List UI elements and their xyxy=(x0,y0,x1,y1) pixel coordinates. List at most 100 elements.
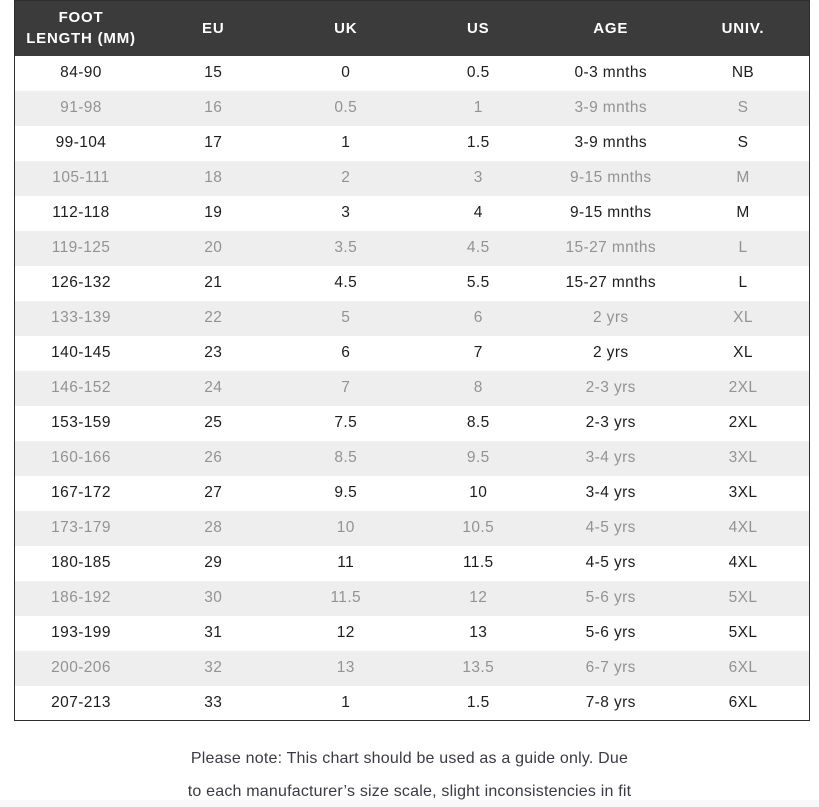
table-cell: 11.5 xyxy=(330,589,362,606)
table-cell: 4XL xyxy=(728,554,758,571)
shoe-size-chart-table: FOOT LENGTH (MM) EU UK US AGE UNIV. 84-90 15 0 0… xyxy=(14,0,810,721)
table-cell: 6 xyxy=(341,344,351,361)
table-cell: 13 xyxy=(469,624,488,641)
table-cell: 28 xyxy=(204,519,223,536)
table-cell: 9.5 xyxy=(334,484,358,501)
table-cell: 19 xyxy=(204,204,223,221)
column-header: UNIV. xyxy=(721,19,765,37)
table-cell: 6-7 yrs xyxy=(585,659,636,676)
table-cell: 10.5 xyxy=(462,519,495,536)
table-row: 140-145 23 6 7 2 yrs XL xyxy=(14,335,810,371)
table-row: 84-90 15 0 0.5 0-3 mnths NB xyxy=(14,55,810,91)
table-cell: 2-3 yrs xyxy=(585,379,636,396)
table-cell: 12 xyxy=(469,589,488,606)
table-cell: S xyxy=(737,99,749,116)
table-cell: 13 xyxy=(336,659,355,676)
disclaimer-note: Please note: This chart should be used a… xyxy=(0,742,819,807)
table-cell: 193-199 xyxy=(51,624,111,641)
table-row: 112-118 19 3 4 9-15 mnths M xyxy=(14,195,810,231)
table-cell: 5-6 yrs xyxy=(585,589,636,606)
table-row: 186-192 30 11.5 12 5-6 yrs 5XL xyxy=(14,580,810,616)
disclaimer-line-2: to each manufacturer’s size scale, sligh… xyxy=(187,783,632,800)
table-cell: 4 xyxy=(473,204,483,221)
table-cell: 3-4 yrs xyxy=(585,449,636,466)
table-cell: 2 yrs xyxy=(592,309,629,326)
column-header: EU xyxy=(202,19,225,37)
table-cell: 16 xyxy=(204,99,223,116)
table-cell: 6XL xyxy=(728,693,758,711)
table-cell: 18 xyxy=(204,169,223,186)
table-cell: 1 xyxy=(473,99,483,116)
table-cell: 5 xyxy=(341,309,351,326)
table-cell: 146-152 xyxy=(51,379,111,396)
table-cell: 3XL xyxy=(728,484,758,501)
table-cell: 112-118 xyxy=(52,204,110,221)
table-cell: 160-166 xyxy=(51,449,111,466)
table-row: 133-139 22 5 6 2 yrs XL xyxy=(14,300,810,336)
table-body: 84-90 15 0 0.5 0-3 mnths NB 91-98 16 0.5 1 3-9 mnt… xyxy=(14,55,810,721)
table-cell: 7-8 yrs xyxy=(585,693,636,711)
column-header: US xyxy=(467,19,490,37)
table-cell: 17 xyxy=(204,134,223,151)
table-cell: 180-185 xyxy=(51,554,111,571)
table-cell: NB xyxy=(731,64,755,81)
table-row: 207-213 33 1 1.5 7-8 yrs 6XL xyxy=(14,685,810,721)
table-cell: 91-98 xyxy=(60,99,102,116)
table-cell: 2 yrs xyxy=(592,344,629,361)
table-row: 126-132 21 4.5 5.5 15-27 mnths L xyxy=(14,265,810,301)
table-cell: 173-179 xyxy=(51,519,111,536)
table-cell: 21 xyxy=(204,274,223,291)
table-cell: 1.5 xyxy=(466,693,490,711)
table-cell: 4-5 yrs xyxy=(585,519,636,536)
table-cell: 8.5 xyxy=(334,449,358,466)
table-cell: 2-3 yrs xyxy=(585,414,636,431)
table-cell: 3-4 yrs xyxy=(585,484,636,501)
table-cell: L xyxy=(738,274,748,291)
table-row: 105-111 18 2 3 9-15 mnths M xyxy=(14,160,810,196)
table-cell: 7 xyxy=(341,379,351,396)
table-cell: 11.5 xyxy=(462,554,494,571)
table-cell: 119-125 xyxy=(51,239,111,256)
table-cell: 12 xyxy=(336,624,355,641)
table-cell: 15-27 mnths xyxy=(565,239,657,256)
table-cell: 15 xyxy=(204,64,223,81)
table-cell: 9.5 xyxy=(466,449,490,466)
table-cell: 4.5 xyxy=(466,239,490,256)
table-cell: L xyxy=(738,239,748,256)
table-cell: 3.5 xyxy=(334,239,358,256)
table-row: 173-179 28 10 10.5 4-5 yrs 4XL xyxy=(14,510,810,546)
table-cell: 186-192 xyxy=(51,589,111,606)
table-cell: 6 xyxy=(473,309,483,326)
table-cell: 10 xyxy=(336,519,355,536)
table-cell: S xyxy=(737,134,749,151)
table-row: 99-104 17 1 1.5 3-9 mnths S xyxy=(14,125,810,161)
table-cell: 1.5 xyxy=(466,134,490,151)
table-cell: XL xyxy=(733,309,753,326)
table-cell: 3-9 mnths xyxy=(574,99,648,116)
table-cell: 5XL xyxy=(728,589,758,606)
table-cell: 4-5 yrs xyxy=(585,554,636,571)
table-cell: 11 xyxy=(337,554,355,571)
table-cell: 105-111 xyxy=(52,169,110,186)
table-cell: 32 xyxy=(204,659,223,676)
table-cell: 25 xyxy=(204,414,223,431)
table-cell: 6XL xyxy=(728,659,758,676)
table-cell: 4XL xyxy=(728,519,758,536)
table-cell: 2 xyxy=(341,169,351,186)
table-row: 160-166 26 8.5 9.5 3-4 yrs 3XL xyxy=(14,440,810,476)
table-header: FOOT LENGTH (MM) EU UK US AGE UNIV. xyxy=(14,0,810,56)
table-cell: 8 xyxy=(473,379,483,396)
table-row: 146-152 24 7 8 2-3 yrs 2XL xyxy=(14,370,810,406)
table-cell: 3 xyxy=(473,169,483,186)
table-header-row: FOOT LENGTH (MM) EU UK US AGE UNIV. xyxy=(14,0,810,56)
table-row: 167-172 27 9.5 10 3-4 yrs 3XL xyxy=(14,475,810,511)
table-row: 153-159 25 7.5 8.5 2-3 yrs 2XL xyxy=(14,405,810,441)
table-cell: 99-104 xyxy=(55,134,107,151)
table-cell: 200-206 xyxy=(51,659,111,676)
column-header: FOOT LENGTH (MM) xyxy=(26,9,136,48)
table-cell: 3XL xyxy=(728,449,758,466)
table-cell: 31 xyxy=(204,624,223,641)
table-cell: 1 xyxy=(341,693,351,711)
next-section-edge xyxy=(0,800,819,807)
